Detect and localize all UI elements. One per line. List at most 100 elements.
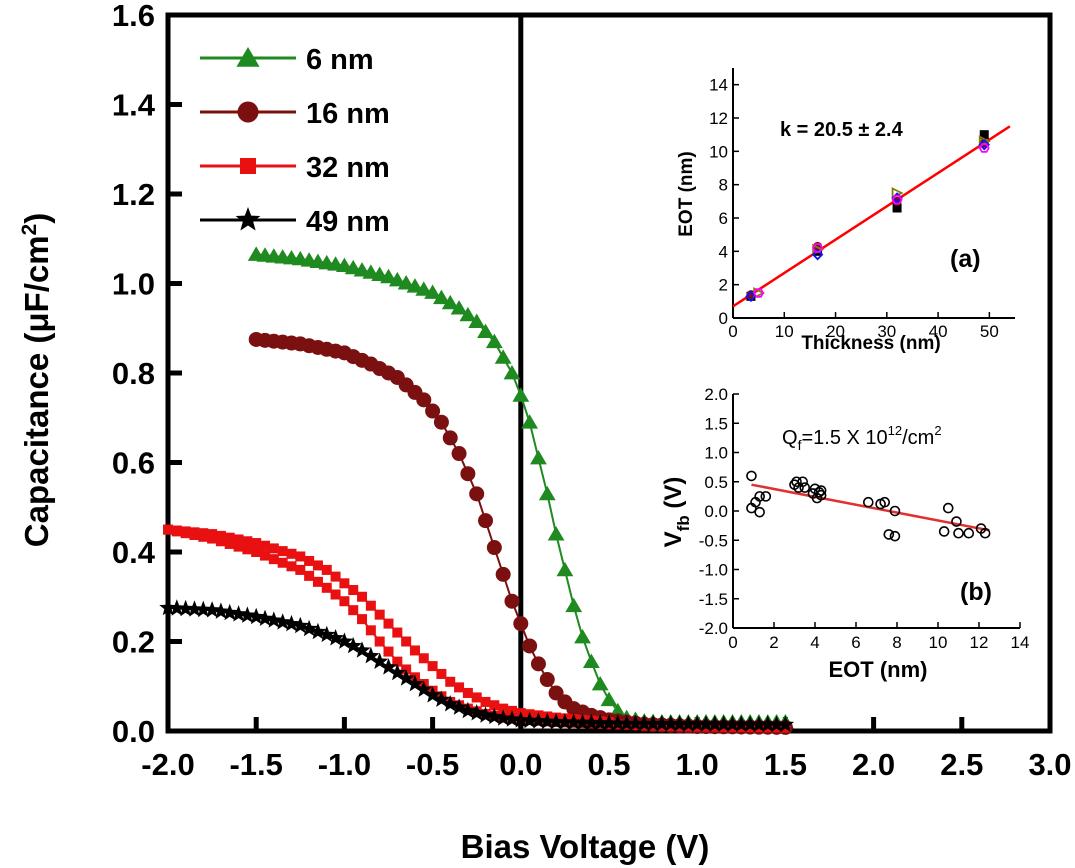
data-point: [609, 702, 627, 718]
data-point: [203, 601, 221, 618]
inset-b-point: [938, 526, 950, 537]
data-point: [380, 268, 397, 284]
data-point: [238, 606, 256, 623]
data-point: [441, 294, 459, 310]
data-point: [321, 564, 332, 575]
inset-a-xlabel: Thickness (nm): [801, 333, 940, 354]
data-point: [330, 571, 341, 582]
main-x-tick-label: 0.0: [499, 747, 542, 782]
data-point: [309, 622, 327, 640]
data-point: [436, 668, 447, 679]
main-y-tick-label: 0.4: [112, 535, 156, 570]
inset-a-point: [978, 138, 991, 151]
main-y-tick-label: 0.6: [112, 446, 155, 481]
data-point: [460, 466, 476, 482]
main-x-tick-label: -0.5: [406, 747, 459, 782]
inset-b-point: [883, 529, 895, 540]
inset-b-annotation: Qf=1.5 X 1012/cm2: [782, 423, 942, 453]
data-point: [688, 715, 706, 732]
data-point: [459, 701, 477, 719]
main-x-tick-label: 3.0: [1028, 747, 1071, 782]
data-point: [194, 600, 212, 618]
inset-b-ylabel-v: V: [660, 531, 687, 547]
main-x-tick-label: 1.0: [676, 747, 719, 782]
data-point: [468, 313, 486, 328]
data-point: [741, 715, 759, 732]
legend-marker: [237, 101, 259, 123]
inset-a-point: [812, 243, 824, 253]
inset-b-point: [815, 485, 827, 496]
data-point: [397, 275, 415, 290]
data-point: [224, 532, 235, 543]
data-point: [670, 715, 689, 732]
data-point: [304, 570, 315, 581]
data-point: [697, 715, 715, 732]
main-x-tick-label: 1.5: [764, 747, 807, 782]
data-point: [450, 300, 468, 315]
legend-label: 6 nm: [306, 44, 374, 76]
data-point: [242, 544, 253, 555]
data-point: [513, 616, 529, 632]
data-point: [767, 715, 786, 733]
data-point: [242, 536, 253, 547]
data-point: [574, 629, 591, 644]
series-49-nm: [159, 598, 795, 733]
inset-b-ylabel: Vfb (V): [660, 477, 693, 548]
inset-b-annot-exp: 12: [888, 423, 902, 438]
data-point: [277, 546, 288, 557]
main-ylabel-end: ): [18, 213, 55, 224]
inset-a-y-tick-label: 6: [719, 209, 728, 228]
data-point: [215, 530, 226, 541]
inset-b-point: [889, 530, 901, 542]
data-point: [304, 555, 315, 566]
data-point: [441, 695, 459, 712]
data-point: [383, 618, 394, 629]
data-point: [300, 619, 318, 637]
data-point: [265, 611, 283, 628]
inset-b-fit-line: [751, 483, 990, 532]
data-point: [454, 682, 465, 693]
inset-b-ylabel-sub: fb: [674, 515, 693, 531]
inset-a-point: [745, 290, 757, 303]
data-point: [212, 602, 230, 619]
inset-b-x-tick-label: 10: [929, 633, 948, 652]
data-point: [379, 658, 398, 675]
inset-b-point: [813, 486, 825, 498]
data-point: [423, 686, 442, 703]
inset-a-x-tick-label: 50: [980, 322, 999, 341]
inset-a-point: [811, 248, 824, 261]
inset-a-y-tick-label: 12: [709, 109, 728, 128]
inset-b-annot-qsub: f: [798, 437, 802, 453]
data-point: [723, 715, 742, 732]
inset-b-x-tick-label: 14: [1011, 633, 1030, 652]
inset-b-point: [760, 491, 772, 502]
data-point: [462, 687, 473, 698]
data-point: [635, 714, 653, 732]
inset-b-x-tick-label: 0: [728, 633, 737, 652]
main-y-tick-label: 1.4: [112, 88, 156, 123]
main-ylabel-text: Capacitance (μF/cm: [18, 235, 55, 547]
inset-b-point: [979, 527, 991, 539]
data-point: [750, 715, 768, 732]
data-point: [556, 561, 574, 577]
data-point: [392, 627, 403, 638]
data-point: [274, 613, 292, 630]
data-point: [478, 513, 494, 529]
inset-a-point: [891, 194, 903, 205]
data-point: [433, 414, 449, 430]
data-point: [498, 703, 509, 714]
inset-b-point: [879, 496, 891, 508]
data-point: [504, 593, 520, 609]
main-ylabel: Capacitance (μF/cm2): [18, 213, 55, 547]
inset-b-point: [754, 491, 765, 502]
inset-a-x-tick-label: 40: [929, 322, 948, 341]
inset-a-x-tick-label: 20: [826, 322, 845, 341]
legend-label: 32 nm: [306, 152, 390, 184]
data-point: [256, 609, 274, 626]
data-point: [401, 636, 412, 647]
data-point: [591, 714, 609, 731]
main-x-tick-label: 2.5: [940, 747, 983, 782]
data-point: [215, 536, 226, 547]
inset-b-xlabel: EOT (nm): [829, 657, 928, 682]
data-point: [415, 281, 433, 296]
